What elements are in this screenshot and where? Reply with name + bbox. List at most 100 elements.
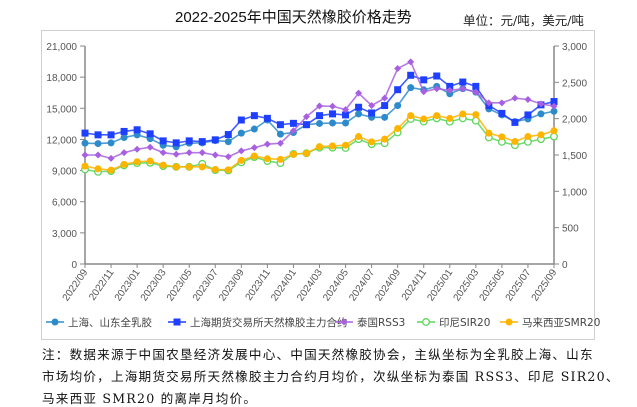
- data-point: [250, 112, 258, 120]
- data-point: [94, 131, 102, 139]
- x-tick-label: 2025/01: [425, 267, 455, 303]
- data-point: [198, 163, 206, 171]
- data-point: [355, 103, 363, 111]
- legend-item: 马来西亚SMR20: [500, 317, 600, 329]
- data-point: [329, 119, 337, 127]
- data-point: [485, 129, 493, 137]
- data-point: [107, 154, 115, 162]
- data-point: [420, 115, 428, 123]
- data-point: [394, 65, 402, 73]
- data-point: [420, 76, 428, 84]
- data-point: [133, 145, 141, 153]
- x-tick-label: 2023/07: [191, 267, 221, 303]
- data-point: [120, 149, 128, 157]
- x-tick-label: 2023/05: [165, 267, 195, 303]
- x-tick-label: 2024/07: [347, 267, 377, 303]
- data-point: [224, 153, 232, 161]
- data-point: [263, 155, 271, 163]
- legend-item: 上海期货交易所天然橡胶主力合约: [168, 316, 348, 329]
- data-point: [146, 130, 154, 138]
- data-point: [459, 78, 467, 86]
- x-tick-label: 2023/09: [217, 267, 247, 303]
- left-tick-label: 0: [71, 260, 77, 271]
- legend-marker: [422, 318, 430, 326]
- data-point: [107, 131, 115, 139]
- right-tick-label: 2,500: [562, 78, 587, 89]
- data-point: [211, 151, 219, 159]
- data-point: [550, 127, 558, 135]
- right-tick-label: 500: [562, 224, 579, 235]
- right-tick-label: 1,000: [562, 187, 587, 198]
- right-tick-label: 1,500: [562, 151, 587, 162]
- series-1: [81, 71, 558, 147]
- data-point: [237, 129, 245, 137]
- x-tick-label: 2024/03: [295, 267, 325, 303]
- data-point: [381, 113, 389, 121]
- legend-item: 泰国RSS3: [335, 316, 405, 329]
- data-point: [329, 142, 337, 150]
- data-point: [537, 100, 545, 108]
- legend-label: 马来西亚SMR20: [522, 317, 600, 329]
- data-point: [342, 141, 350, 149]
- left-tick-label: 15,000: [46, 104, 77, 115]
- data-point: [172, 163, 180, 171]
- data-point: [329, 102, 337, 110]
- x-tick-label: 2022/09: [61, 267, 91, 303]
- data-point: [316, 102, 323, 110]
- data-point: [185, 149, 193, 157]
- data-point: [276, 155, 284, 163]
- data-point: [237, 116, 245, 124]
- note-line-3: 马来西亚 SMR20 的离岸月均价。: [42, 391, 258, 406]
- data-point: [172, 139, 180, 147]
- data-point: [133, 126, 141, 134]
- data-point: [485, 99, 493, 107]
- data-point: [407, 112, 415, 120]
- data-point: [133, 158, 141, 166]
- data-point: [172, 150, 180, 158]
- x-tick-label: 2024/09: [373, 267, 403, 303]
- data-point: [263, 114, 271, 122]
- left-tick-label: 9,000: [52, 167, 77, 178]
- right-tick-label: 2,000: [562, 115, 587, 126]
- data-point: [289, 119, 297, 127]
- data-point: [302, 149, 310, 157]
- data-point: [263, 140, 271, 148]
- data-point: [420, 88, 428, 96]
- data-point: [211, 136, 219, 144]
- data-point: [107, 139, 115, 147]
- data-point: [120, 134, 128, 142]
- data-point: [368, 109, 376, 117]
- data-point: [524, 95, 532, 103]
- x-tick-label: 2025/03: [452, 267, 482, 303]
- data-point: [81, 162, 89, 170]
- legend-label: 泰国RSS3: [357, 316, 405, 329]
- data-point: [159, 149, 167, 157]
- data-point: [394, 86, 402, 94]
- x-tick-label: 2024/05: [321, 267, 351, 303]
- x-tick-label: 2025/09: [530, 267, 560, 303]
- data-point: [433, 72, 441, 80]
- data-point: [472, 111, 480, 119]
- left-tick-label: 12,000: [46, 135, 77, 146]
- data-point: [407, 84, 415, 92]
- data-point: [224, 138, 232, 146]
- legend-marker: [173, 318, 181, 326]
- data-point: [537, 110, 545, 118]
- data-point: [550, 107, 558, 115]
- data-point: [498, 109, 506, 117]
- data-point: [459, 110, 467, 118]
- legend-marker: [51, 318, 59, 326]
- legend-item: 上海、山东全乳胶: [46, 316, 152, 329]
- left-tick-label: 6,000: [52, 198, 77, 209]
- left-tick-label: 3,000: [52, 229, 77, 240]
- data-point: [302, 121, 310, 129]
- data-point: [120, 160, 128, 168]
- series-4: [81, 110, 558, 174]
- note-line-1: 注：数据来源于中国农垦经济发展中心、中国天然橡胶协会，主纵坐标为全乳胶上海、山东: [42, 347, 594, 362]
- series-2: [81, 58, 558, 162]
- data-point: [524, 133, 532, 141]
- data-point: [81, 139, 89, 147]
- data-point: [159, 137, 167, 145]
- data-point: [407, 71, 415, 79]
- data-point: [146, 157, 154, 165]
